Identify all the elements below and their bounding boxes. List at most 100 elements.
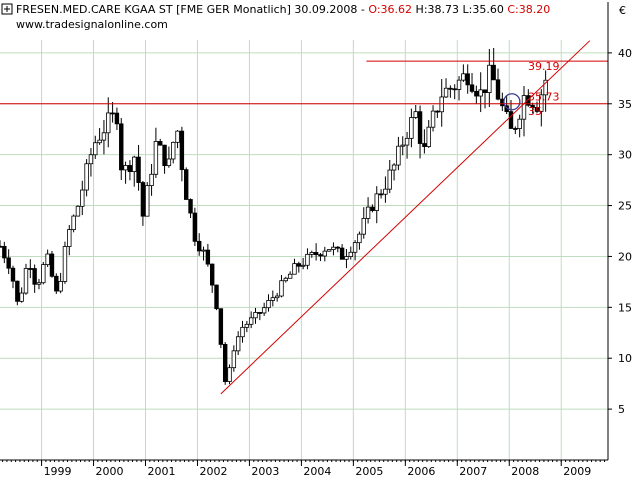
candle-body bbox=[49, 253, 55, 277]
x-tick-label: 2007 bbox=[459, 465, 487, 478]
candle-body bbox=[153, 141, 159, 175]
y-tick-label: 5 bbox=[618, 403, 625, 416]
candle-body bbox=[374, 193, 379, 211]
candle-body bbox=[283, 277, 289, 282]
candle-body bbox=[222, 343, 228, 382]
candle-body bbox=[365, 206, 371, 219]
candle-body bbox=[422, 143, 427, 147]
candle-body bbox=[270, 297, 276, 301]
quote-close: C:38.20 bbox=[507, 3, 550, 16]
candle-body bbox=[110, 112, 115, 115]
candle-body bbox=[400, 144, 405, 147]
candle-body bbox=[240, 326, 245, 338]
currency-label: € bbox=[619, 4, 626, 17]
candle-body bbox=[19, 292, 24, 302]
candle-body bbox=[192, 212, 198, 242]
y-tick-label: 20 bbox=[618, 250, 632, 263]
candle-body bbox=[534, 107, 540, 112]
candle-body bbox=[197, 240, 202, 252]
candle-body bbox=[539, 94, 544, 112]
candle-body bbox=[435, 110, 440, 113]
candle-body bbox=[62, 246, 68, 282]
candle-body bbox=[67, 229, 72, 247]
candle-body bbox=[231, 350, 237, 369]
candle-body bbox=[45, 253, 50, 266]
y-tick-label: 25 bbox=[618, 200, 632, 213]
x-tick-label: 2000 bbox=[96, 465, 124, 478]
candle-body bbox=[227, 367, 232, 382]
candle-body bbox=[508, 111, 514, 129]
candle-body bbox=[36, 282, 42, 285]
candle-body bbox=[456, 79, 462, 90]
candle-body bbox=[140, 182, 146, 217]
quote-low: L:35.60 bbox=[463, 3, 504, 16]
candle-body bbox=[417, 111, 423, 144]
quote-open: O:36.62 bbox=[368, 3, 412, 16]
candle-body bbox=[430, 110, 436, 128]
candle-body bbox=[235, 336, 241, 352]
candle-body bbox=[171, 141, 176, 160]
x-tick-label: 2003 bbox=[251, 465, 279, 478]
candle-body bbox=[97, 139, 102, 144]
value-label: 39.19 bbox=[528, 60, 560, 73]
x-tick-label: 2002 bbox=[199, 465, 227, 478]
candle-body bbox=[10, 267, 16, 282]
candle-body bbox=[335, 246, 340, 249]
candle-body bbox=[383, 188, 388, 195]
candle-body bbox=[244, 323, 250, 328]
candle-body bbox=[23, 268, 29, 294]
x-tick-label: 2008 bbox=[511, 465, 539, 478]
candle-body bbox=[136, 156, 141, 183]
candle-body bbox=[409, 117, 414, 139]
candle-body bbox=[101, 132, 107, 141]
candle-body bbox=[361, 217, 366, 235]
candle-body bbox=[487, 64, 492, 94]
y-tick-label: 10 bbox=[618, 352, 632, 365]
candle-body bbox=[326, 249, 332, 252]
candle-body bbox=[149, 173, 154, 187]
candle-layer bbox=[0, 47, 548, 385]
candle-body bbox=[391, 164, 397, 171]
candle-body bbox=[352, 242, 358, 253]
candle-body bbox=[179, 130, 185, 171]
candle-body bbox=[145, 185, 150, 217]
candle-body bbox=[413, 111, 418, 118]
candle-body bbox=[495, 79, 501, 100]
candle-body bbox=[387, 169, 392, 190]
candle-body bbox=[2, 245, 7, 259]
candle-body bbox=[478, 89, 483, 97]
candle-body bbox=[348, 251, 353, 257]
candle-body bbox=[461, 73, 466, 81]
trendline bbox=[220, 40, 591, 395]
candle-body bbox=[287, 273, 293, 279]
candle-body bbox=[439, 96, 444, 113]
candle-body bbox=[426, 126, 431, 147]
instrument-period: Monatlich] bbox=[233, 3, 291, 16]
candle-body bbox=[0, 245, 3, 248]
y-tick-label: 40 bbox=[618, 47, 632, 60]
y-tick-label: 35 bbox=[618, 98, 632, 111]
instrument-name: FRESEN.MED.CARE KGAA ST [FME GER bbox=[16, 3, 230, 16]
candle-body bbox=[279, 280, 284, 297]
grid-layer bbox=[0, 40, 608, 460]
candle-body bbox=[127, 165, 133, 172]
annotation-layer: 39.19 35.73 35 bbox=[0, 40, 608, 395]
candle-body bbox=[80, 189, 85, 207]
candle-body bbox=[84, 163, 89, 191]
candle-body bbox=[106, 112, 111, 134]
x-tick-label: 2009 bbox=[563, 465, 591, 478]
candle-body bbox=[474, 90, 479, 97]
candle-body bbox=[248, 317, 254, 325]
candle-body bbox=[448, 87, 453, 90]
candle-body bbox=[214, 284, 219, 310]
candle-body bbox=[305, 253, 310, 266]
candle-body bbox=[88, 154, 94, 165]
candle-body bbox=[318, 254, 323, 257]
candle-body bbox=[266, 300, 271, 309]
candle-body bbox=[184, 169, 189, 200]
candle-body bbox=[158, 141, 163, 146]
candle-body bbox=[370, 206, 375, 211]
candle-body bbox=[15, 280, 20, 302]
candle-body bbox=[482, 89, 488, 94]
